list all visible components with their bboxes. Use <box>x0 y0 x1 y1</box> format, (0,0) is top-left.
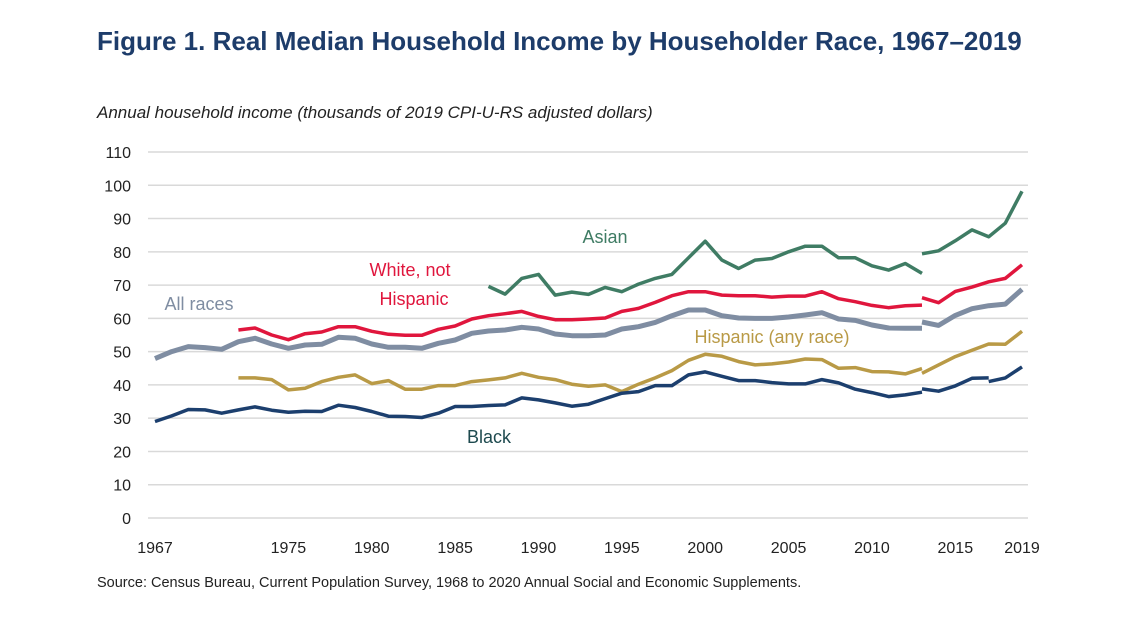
chart-subtitle: Annual household income (thousands of 20… <box>97 103 653 122</box>
x-tick-label: 2005 <box>771 540 807 557</box>
x-tick-label: 2019 <box>1004 540 1040 557</box>
series-label: White, not <box>369 260 450 280</box>
y-tick-label: 40 <box>113 378 131 395</box>
x-tick-label: 1980 <box>354 540 390 557</box>
series-line-white-not-hispanic <box>238 289 923 342</box>
y-tick-label: 110 <box>105 145 131 162</box>
x-tick-label: 2010 <box>854 540 890 557</box>
series-label: Black <box>467 427 512 447</box>
y-tick-label: 60 <box>113 311 131 328</box>
y-tick-label: 10 <box>113 478 131 495</box>
x-tick-label: 1985 <box>437 540 473 557</box>
series-line-black <box>988 365 1023 384</box>
series-label: All races <box>164 294 233 314</box>
series-line-hispanic-any-race <box>921 329 1024 375</box>
x-tick-label: 1990 <box>521 540 557 557</box>
series-line-hispanic-any-race <box>238 352 923 394</box>
series-line-all-races <box>921 287 1024 328</box>
y-tick-label: 30 <box>113 411 131 428</box>
x-tick-label: 1975 <box>271 540 307 557</box>
y-tick-label: 90 <box>113 212 131 229</box>
series-line-black <box>921 376 989 393</box>
series-line-all-races <box>154 307 922 361</box>
x-tick-label: 1995 <box>604 540 640 557</box>
chart-title: Figure 1. Real Median Household Income b… <box>97 26 1022 56</box>
source-note: Source: Census Bureau, Current Populatio… <box>97 575 802 591</box>
y-tick-label: 100 <box>104 178 131 195</box>
series-line-black <box>154 370 923 424</box>
series-label: Asian <box>582 227 627 247</box>
series-line-asian <box>921 190 1024 256</box>
series-line-asian <box>487 239 923 297</box>
y-tick-label: 80 <box>113 245 131 262</box>
x-tick-label: 1967 <box>137 540 173 557</box>
x-tick-label: 2015 <box>938 540 974 557</box>
series-line-white-not-hispanic <box>921 263 1024 305</box>
series-label: Hispanic <box>379 289 448 309</box>
y-tick-label: 0 <box>122 511 131 528</box>
series-label: Hispanic (any race) <box>694 327 849 347</box>
y-tick-label: 70 <box>113 278 131 295</box>
y-tick-label: 50 <box>113 345 131 362</box>
x-tick-label: 2000 <box>687 540 723 557</box>
y-tick-label: 20 <box>113 444 131 461</box>
